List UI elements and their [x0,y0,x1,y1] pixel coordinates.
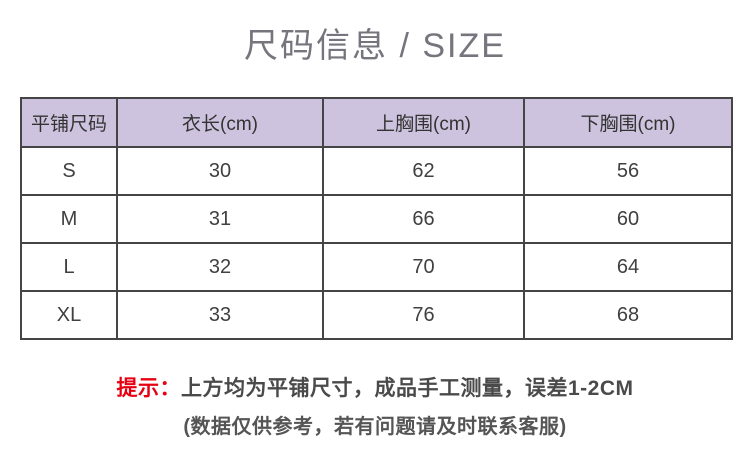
upper-bust-cell: 76 [322,290,525,340]
size-table-container: 平铺尺码 衣长(cm) 上胸围(cm) 下胸围(cm) S 30 62 56 M… [20,97,733,340]
size-table: 平铺尺码 衣长(cm) 上胸围(cm) 下胸围(cm) S 30 62 56 M… [20,97,733,340]
table-row: S 30 62 56 [20,146,733,196]
size-cell: M [20,194,118,244]
column-header-upper-bust: 上胸围(cm) [322,97,525,148]
table-row: XL 33 76 68 [20,290,733,340]
under-bust-cell: 68 [523,290,733,340]
upper-bust-cell: 62 [322,146,525,196]
column-header-size: 平铺尺码 [20,97,118,148]
size-cell: S [20,146,118,196]
size-cell: L [20,242,118,292]
table-header-row: 平铺尺码 衣长(cm) 上胸围(cm) 下胸围(cm) [20,97,733,148]
note-line-1: 提示：上方均为平铺尺寸，成品手工测量，误差1-2CM [0,372,750,402]
table-row: M 31 66 60 [20,194,733,244]
length-cell: 32 [116,242,324,292]
table-row: L 32 70 64 [20,242,733,292]
column-header-under-bust: 下胸围(cm) [523,97,733,148]
length-cell: 31 [116,194,324,244]
note-line-2: (数据仅供参考，若有问题请及时联系客服) [183,416,567,438]
under-bust-cell: 56 [523,146,733,196]
size-cell: XL [20,290,118,340]
note-label: 提示： [116,377,181,400]
note-text-1: 上方均为平铺尺寸，成品手工测量，误差1-2CM [180,377,634,400]
upper-bust-cell: 70 [322,242,525,292]
column-header-length: 衣长(cm) [116,97,324,148]
page-title: 尺码信息 / SIZE [244,27,506,65]
under-bust-cell: 60 [523,194,733,244]
under-bust-cell: 64 [523,242,733,292]
upper-bust-cell: 66 [322,194,525,244]
length-cell: 30 [116,146,324,196]
length-cell: 33 [116,290,324,340]
